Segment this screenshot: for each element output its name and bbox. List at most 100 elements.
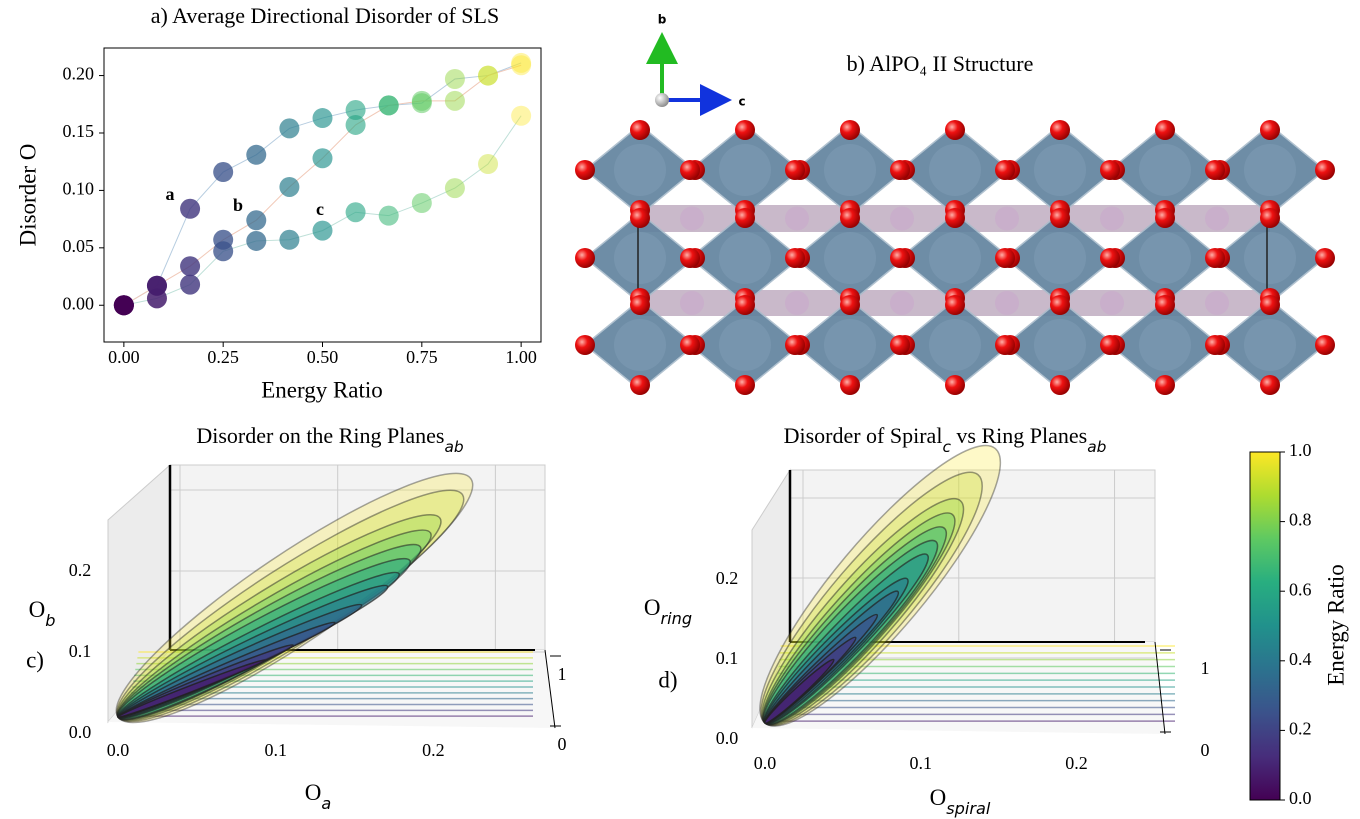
aluminium-atom bbox=[719, 232, 771, 284]
y-tick-label: 0.10 bbox=[63, 179, 95, 199]
y-tick-label: 0.20 bbox=[63, 64, 95, 84]
oxygen-atom bbox=[630, 295, 650, 315]
annotation: c bbox=[316, 199, 324, 219]
oxygen-atom bbox=[785, 248, 805, 268]
aluminium-atom bbox=[614, 232, 666, 284]
x-axis-label-part: O bbox=[305, 780, 322, 805]
oxygen-atom bbox=[840, 295, 860, 315]
panel-title: b) AlPO₄ II Structure bbox=[847, 51, 1034, 76]
point bbox=[313, 221, 333, 241]
point bbox=[180, 199, 200, 219]
z-tick-label: 0.1 bbox=[716, 648, 739, 668]
aluminium-atom bbox=[719, 319, 771, 371]
oxygen-atom bbox=[945, 295, 965, 315]
oxygen-atom bbox=[1205, 248, 1225, 268]
oxygen-atom bbox=[735, 208, 755, 228]
axis-label: b bbox=[658, 13, 667, 27]
phosphate-atom bbox=[890, 207, 914, 231]
z-axis-label-part: O bbox=[29, 597, 46, 622]
oxygen-atom bbox=[1315, 160, 1335, 180]
oxygen-atom bbox=[890, 248, 910, 268]
point bbox=[279, 230, 299, 250]
x-tick-label: 0.0 bbox=[107, 740, 130, 760]
phosphate-atom bbox=[890, 291, 914, 315]
oxygen-atom bbox=[1260, 208, 1280, 228]
oxygen-atom bbox=[1205, 160, 1225, 180]
oxygen-atom bbox=[1260, 375, 1280, 395]
phosphate-atom bbox=[995, 291, 1019, 315]
aluminium-atom bbox=[929, 232, 981, 284]
point bbox=[379, 95, 399, 115]
point bbox=[379, 206, 399, 226]
aluminium-atom bbox=[1244, 232, 1296, 284]
x-tick-label: 0.75 bbox=[406, 347, 438, 367]
x-axis-label-part: a bbox=[321, 794, 331, 813]
phosphate-atom bbox=[1205, 207, 1229, 231]
depth-tick-label: 0 bbox=[1201, 740, 1210, 760]
oxygen-atom bbox=[1100, 160, 1120, 180]
oxygen-atom bbox=[995, 160, 1015, 180]
colorbar-tick-label: 0.8 bbox=[1289, 510, 1312, 530]
aluminium-atom bbox=[824, 232, 876, 284]
aluminium-atom bbox=[1034, 232, 1086, 284]
point bbox=[313, 108, 333, 128]
z-tick-label: 0.0 bbox=[69, 722, 92, 742]
point bbox=[346, 202, 366, 222]
chart-title-part: ab bbox=[444, 438, 463, 456]
oxygen-atom bbox=[1155, 208, 1175, 228]
oxygen-atom bbox=[785, 335, 805, 355]
chart-title-part: vs Ring Planes bbox=[951, 423, 1087, 448]
aluminium-atom bbox=[929, 319, 981, 371]
oxygen-atom bbox=[735, 295, 755, 315]
oxygen-atom bbox=[1155, 120, 1175, 140]
oxygen-atom bbox=[890, 160, 910, 180]
phosphate-atom bbox=[785, 291, 809, 315]
oxygen-atom bbox=[680, 335, 700, 355]
colorbar bbox=[1250, 452, 1280, 800]
point bbox=[346, 115, 366, 135]
x-tick-label: 0.0 bbox=[754, 753, 777, 773]
x-tick-label: 0.1 bbox=[910, 753, 933, 773]
x-tick-label: 0.2 bbox=[422, 740, 445, 760]
oxygen-atom bbox=[1155, 295, 1175, 315]
oxygen-atom bbox=[1155, 375, 1175, 395]
z-axis-label: Ob bbox=[29, 597, 56, 630]
oxygen-atom bbox=[945, 208, 965, 228]
phosphate-atom bbox=[995, 207, 1019, 231]
z-tick-label: 0.2 bbox=[716, 568, 739, 588]
point bbox=[478, 154, 498, 174]
oxygen-atom bbox=[1205, 335, 1225, 355]
colorbar-label: Energy Ratio bbox=[1323, 564, 1348, 686]
x-axis-label: Ospiral bbox=[930, 785, 991, 818]
depth-tick-label: 0 bbox=[558, 734, 567, 754]
aluminium-atom bbox=[824, 144, 876, 196]
colorbar-tick-label: 0.0 bbox=[1289, 788, 1312, 808]
aluminium-atom bbox=[1034, 319, 1086, 371]
phosphate-atom bbox=[1205, 291, 1229, 315]
depth-tick-label: 1 bbox=[1201, 658, 1210, 678]
oxygen-atom bbox=[840, 208, 860, 228]
oxygen-atom bbox=[1315, 248, 1335, 268]
y-tick-label: 0.00 bbox=[63, 293, 95, 313]
oxygen-atom bbox=[680, 160, 700, 180]
aluminium-atom bbox=[929, 144, 981, 196]
oxygen-atom bbox=[1050, 120, 1070, 140]
chart-title-part: Disorder of Spiral bbox=[784, 423, 943, 448]
oxygen-atom bbox=[1100, 248, 1120, 268]
colorbar-tick-label: 0.2 bbox=[1289, 719, 1312, 739]
point bbox=[445, 178, 465, 198]
x-axis-label-part: O bbox=[930, 785, 947, 810]
x-tick-label: 0.25 bbox=[207, 347, 239, 367]
point bbox=[213, 162, 233, 182]
aluminium-atom bbox=[1139, 319, 1191, 371]
chart-title: Disorder of Spiralc vs Ring Planesab bbox=[784, 423, 1107, 455]
axis-label: c bbox=[738, 95, 745, 109]
oxygen-atom bbox=[995, 248, 1015, 268]
point bbox=[180, 275, 200, 295]
oxygen-atom bbox=[630, 208, 650, 228]
point bbox=[511, 106, 531, 126]
point bbox=[279, 118, 299, 138]
point bbox=[478, 66, 498, 86]
point bbox=[511, 55, 531, 75]
chart-title-part: ab bbox=[1087, 438, 1106, 456]
